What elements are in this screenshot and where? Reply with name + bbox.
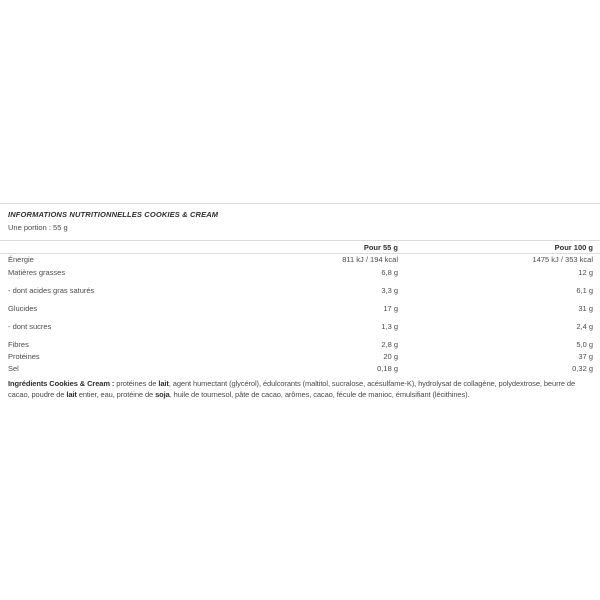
ingredients-text: Ingrédients Cookies & Cream : protéines … — [0, 375, 600, 400]
row-value-per100: 37 g — [578, 352, 593, 361]
ingredients-segment: entier, eau, protéine de — [76, 390, 156, 399]
row-label: - dont acides gras saturés — [8, 286, 95, 295]
ingredients-bold-segment: lait — [66, 390, 77, 399]
table-row: Énergie 811 kJ / 194 kcal 1475 kJ / 353 kc… — [0, 254, 600, 267]
ingredients-segment: protéines de — [116, 379, 159, 388]
row-value-per100: 2,4 g — [576, 322, 593, 331]
nutrition-facts-section: INFORMATIONS NUTRITIONNELLES COOKIES & C… — [0, 203, 600, 400]
row-value-per100: 6,1 g — [576, 286, 593, 295]
ingredients-segment: , agent humectant (glycérol), édulcorant… — [8, 379, 576, 399]
row-label: Énergie — [8, 255, 34, 264]
table-row: - dont acides gras saturés 3,3 g 6,1 g — [0, 285, 600, 303]
row-value-per55: 6,8 g — [381, 268, 398, 277]
table-row: Glucides 17 g 31 g — [0, 303, 600, 321]
row-value-per100: 31 g — [578, 304, 593, 313]
row-label: Sel — [8, 364, 19, 373]
ingredients-segment: , huile de tournesol, pâte de cacao, arô… — [169, 390, 470, 399]
portion-size-text: Une portion : 55 g — [8, 223, 68, 232]
ingredients-bold-segment: soja — [155, 390, 170, 399]
ingredients-bold-segment: lait — [158, 379, 169, 388]
table-row: Protéines 20 g 37 g — [0, 351, 600, 363]
header-per-100g: Pour 100 g — [554, 242, 593, 252]
row-label: - dont sucres — [8, 322, 52, 331]
row-label: Protéines — [8, 352, 40, 361]
table-row: - dont sucres 1,3 g 2,4 g — [0, 321, 600, 339]
table-row: Sel 0,18 g 0,32 g — [0, 363, 600, 375]
row-value-per55: 20 g — [383, 352, 398, 361]
row-value-per55: 811 kJ / 194 kcal — [342, 255, 398, 264]
nutrition-table-body: Énergie 811 kJ / 194 kcal 1475 kJ / 353 kc… — [0, 254, 600, 375]
table-row: Matières grasses 6,8 g 12 g — [0, 267, 600, 285]
table-header-row: Pour 55 g Pour 100 g — [0, 240, 600, 254]
ingredients-bold-segment: Ingrédients Cookies & Cream : — [8, 379, 117, 388]
section-title: INFORMATIONS NUTRITIONNELLES COOKIES & C… — [8, 210, 219, 219]
row-value-per100: 0,32 g — [572, 364, 593, 373]
header-per-55g: Pour 55 g — [363, 242, 398, 252]
row-value-per100: 12 g — [578, 268, 593, 277]
row-value-per55: 0,18 g — [377, 364, 398, 373]
section-header: INFORMATIONS NUTRITIONNELLES COOKIES & C… — [0, 204, 600, 240]
row-label: Fibres — [8, 340, 29, 349]
row-value-per55: 2,8 g — [381, 340, 398, 349]
row-value-per55: 3,3 g — [381, 286, 398, 295]
row-value-per100: 1475 kJ / 353 kcal — [532, 255, 593, 264]
nutrition-table: Pour 55 g Pour 100 g Énergie 811 kJ / 194… — [0, 240, 600, 375]
row-value-per100: 5,0 g — [576, 340, 593, 349]
row-value-per55: 1,3 g — [381, 322, 398, 331]
row-label: Glucides — [8, 304, 38, 313]
row-label: Matières grasses — [8, 268, 66, 277]
row-value-per55: 17 g — [383, 304, 398, 313]
table-row: Fibres 2,8 g 5,0 g — [0, 339, 600, 351]
